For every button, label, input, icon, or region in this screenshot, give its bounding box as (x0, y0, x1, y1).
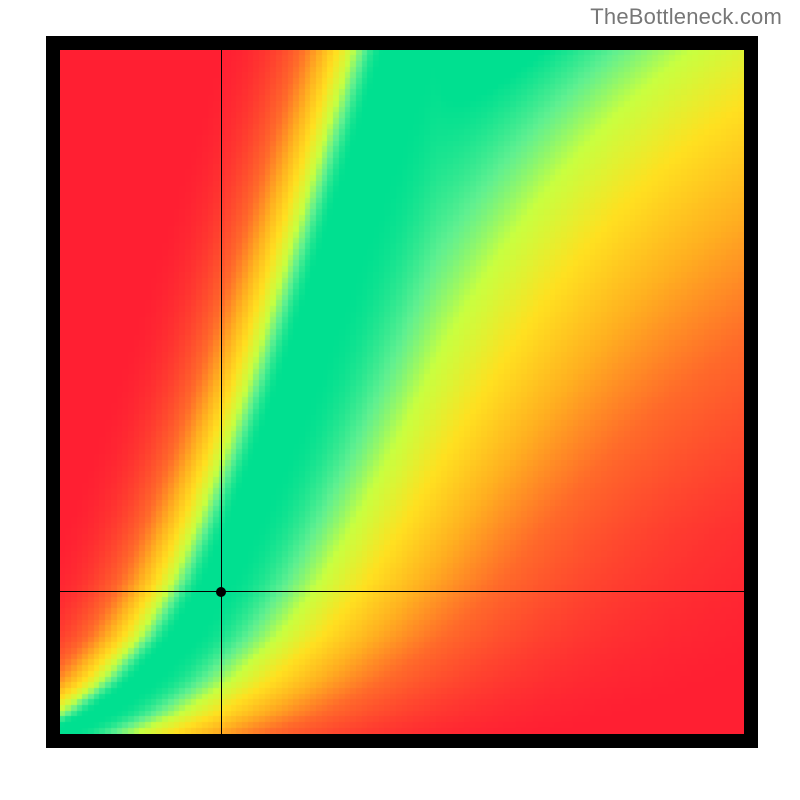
figure-container: TheBottleneck.com (0, 0, 800, 800)
attribution-text: TheBottleneck.com (590, 4, 782, 30)
plot-area (60, 50, 744, 734)
plot-frame (46, 36, 758, 748)
heatmap-canvas (60, 50, 744, 734)
